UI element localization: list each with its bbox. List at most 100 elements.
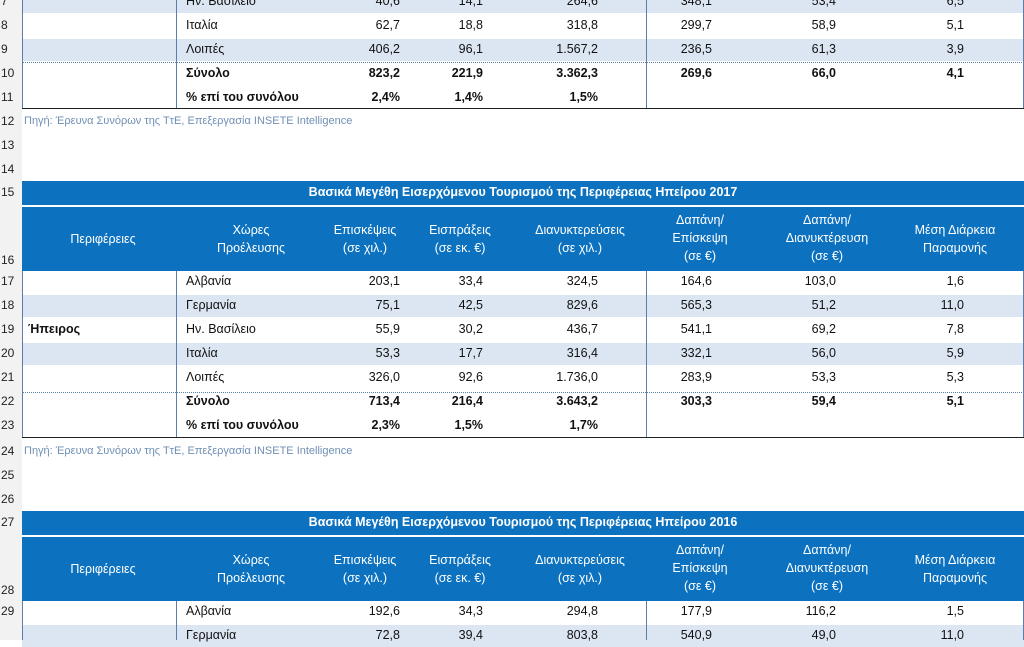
top-row-3-sn: 61,3 [811,42,836,56]
header-line: (σε χιλ.) [342,571,388,585]
b2017-row-4-r: 17,7 [458,346,483,360]
row-number[interactable]: 22 [1,394,15,408]
row-number[interactable]: 8 [1,18,8,32]
row-number[interactable]: 18 [1,298,15,312]
b2016-row-2-country: Γερμανία [186,628,237,642]
b2017-header-countries: Χώρες Προέλευσης [186,221,316,257]
b2017-pct-v: 2,3% [371,418,401,432]
row-number[interactable]: 28 [1,583,15,597]
header-line: Επισκέψεις [333,223,397,237]
b2017-row-5-s: 5,3 [946,370,964,384]
b2017-header-bar [22,207,1024,271]
b2016-row-2-r: 39,4 [458,628,483,642]
b2017-row-1-r: 33,4 [458,274,483,288]
b2016-row-2-sn: 49,0 [811,628,836,642]
b2017-row-5-country: Λοιπές [186,370,225,384]
b2017-row-3-r: 30,2 [458,322,483,336]
top-row-1-s: 6,5 [946,0,964,8]
header-line: Επίσκεψη [672,561,728,575]
row-number[interactable]: 9 [1,42,8,56]
row-number[interactable]: 7 [1,0,8,8]
header-line: Διανυκτερεύσεις [535,223,625,237]
top-total-label: Σύνολο [186,66,230,80]
header-line: Χώρες [232,553,270,567]
b2016-row-1-r: 34,3 [458,604,483,618]
b2017-row-4-country: Ιταλία [186,346,218,360]
top-total-sn: 66,0 [811,66,836,80]
b2017-row-5-sn: 53,3 [811,370,836,384]
row-number[interactable]: 11 [1,90,14,104]
b2017-pct-label: % επί του συνόλου [186,418,299,432]
b2017-total-n: 3.643,2 [556,394,598,408]
gridline [646,271,647,437]
b2017-header-regions: Περιφέρειες [28,230,178,248]
gridline [22,0,23,108]
source-note: Πηγή: Έρευνα Συνόρων της ΤτΕ, Επεξεργασί… [24,115,353,127]
header-line: Περιφέρειες [70,232,136,246]
top-row-1-sv: 348,1 [680,0,712,8]
top-row-2-n: 318,8 [566,18,598,32]
b2016-row-1-sn: 116,2 [805,604,836,618]
b2016-header-spend-night: Δαπάνη/Διανυκτέρευση (σε €) [752,541,902,595]
header-line: (σε €) [683,249,717,263]
top-row-3-sv: 236,5 [680,42,712,56]
top-row-2-sv: 299,7 [680,18,712,32]
row-number[interactable]: 15 [1,185,15,199]
b2016-title-bar [22,511,1024,535]
row-number[interactable]: 12 [1,114,15,128]
row-number[interactable]: 20 [1,346,15,360]
header-line: Επίσκεψη [672,231,728,245]
b2017-pct-r: 1,5% [454,418,484,432]
row-number[interactable]: 24 [1,444,15,458]
top-row-2-v: 62,7 [375,18,400,32]
b2016-header-countries: Χώρες Προέλευσης [186,551,316,587]
row-band [22,39,1024,61]
row-band [22,343,1024,365]
b2017-row-2-country: Γερμανία [186,298,237,312]
top-row-1-r: 14,1 [458,0,483,8]
row-number[interactable]: 23 [1,418,15,432]
b2016-row-1-n: 294,8 [566,604,598,618]
b2017-row-3-sn: 69,2 [811,322,836,336]
top-row-3-country: Λοιπές [186,42,225,56]
gridline [22,108,1024,109]
gridline [176,0,177,108]
header-line: Δαπάνη/ [803,543,851,557]
b2017-row-2-r: 42,5 [458,298,483,312]
top-row-2-country: Ιταλία [186,18,218,32]
b2017-total-sv: 303,3 [680,394,712,408]
top-row-3-r: 96,1 [458,42,483,56]
row-number[interactable]: 16 [1,253,15,267]
gridline [176,601,177,640]
b2016-header-regions: Περιφέρειες [28,560,178,578]
row-number[interactable]: 26 [1,492,15,506]
header-line: Παραμονής [923,241,987,255]
b2016-header-bar [22,537,1024,601]
row-number[interactable]: 27 [1,515,15,529]
b2017-header-spend-night: Δαπάνη/Διανυκτέρευση (σε €) [752,211,902,265]
top-row-2-sn: 58,9 [811,18,836,32]
top-row-3-v: 406,2 [368,42,400,56]
row-number[interactable]: 14 [1,162,15,176]
row-number[interactable]: 21 [1,370,15,384]
row-number[interactable]: 10 [1,66,15,80]
gridline [22,271,23,437]
b2017-row-5-n: 1.736,0 [556,370,598,384]
b2017-row-4-s: 5,9 [946,346,964,360]
row-number-column [0,0,22,640]
row-band [22,0,1024,13]
top-pct-label: % επί του συνόλου [186,90,299,104]
row-number[interactable]: 25 [1,468,15,482]
source-note: Πηγή: Έρευνα Συνόρων της ΤτΕ, Επεξεργασί… [24,445,353,457]
b2017-title-bar [22,181,1024,205]
header-line: Χώρες [232,223,270,237]
b2017-row-2-n: 829,6 [566,298,598,312]
row-number[interactable]: 17 [1,274,15,288]
header-line: Διανυκτέρευση [785,561,869,575]
top-row-1-country: Ην. Βασίλειο [186,0,256,8]
row-number[interactable]: 29 [1,604,15,618]
header-line: Δαπάνη/ [676,213,724,227]
top-row-2-s: 5,1 [946,18,964,32]
row-number[interactable]: 19 [1,322,15,336]
row-number[interactable]: 13 [1,138,15,152]
